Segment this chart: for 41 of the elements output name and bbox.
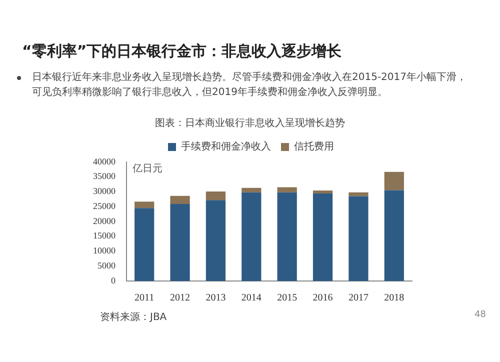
x-tick-label: 2013 [206, 292, 226, 304]
y-tick-label: 15000 [93, 230, 116, 241]
bar [134, 208, 154, 281]
y-tick-label: 30000 [93, 186, 116, 196]
bar [170, 204, 190, 281]
bar [384, 190, 404, 281]
text: 日本银行近年来非息业务收入呈现增长趋势。尽管手续费和佣金净收入在2015-2017年小幅下滑，可见负利率稍微影响了银行非息收入，但2019年手续费和佣金净收入反弹明显。 [32, 70, 468, 100]
bar [277, 192, 297, 281]
y-axis-title: 亿日元 [132, 164, 162, 175]
bar [277, 187, 297, 192]
bar [242, 192, 262, 281]
bar [134, 202, 154, 208]
bar [384, 172, 404, 190]
bar [242, 188, 262, 192]
x-tick-label: 2017 [348, 292, 368, 304]
bar [348, 192, 368, 196]
bar [206, 200, 226, 281]
x-tick-label: 2012 [170, 292, 190, 304]
y-tick-label: 35000 [93, 171, 116, 182]
y-tick-label: 10000 [93, 246, 116, 256]
y-tick-label: 0 [111, 275, 116, 286]
bar [348, 196, 368, 281]
bar [170, 196, 190, 204]
chart-subtitle: 图表：日本商业银行非息收入呈现增长趋势 [154, 116, 346, 130]
x-tick-label: 2011 [134, 292, 154, 304]
y-tick-label: 40000 [93, 156, 116, 166]
text: 48 [474, 310, 486, 320]
text: 资料来源：JBA [100, 310, 167, 324]
x-tick-label: 2018 [384, 292, 404, 304]
bar [206, 191, 226, 200]
legend-label: 信托费用 [294, 140, 334, 153]
bar [312, 190, 333, 194]
y-tick-label: 20000 [93, 216, 116, 226]
x-tick-label: 2015 [277, 292, 298, 304]
chart-title: “零利率”下的日本银行金市：非息收入逐步增长 [22, 42, 342, 61]
bar [312, 194, 333, 281]
x-tick-label: 2014 [241, 292, 262, 304]
y-tick-label: 25000 [93, 200, 116, 211]
legend-label: 手续费和佣金净收入 [181, 140, 271, 153]
x-tick-label: 2016 [312, 292, 333, 304]
y-tick-label: 5000 [98, 260, 116, 270]
